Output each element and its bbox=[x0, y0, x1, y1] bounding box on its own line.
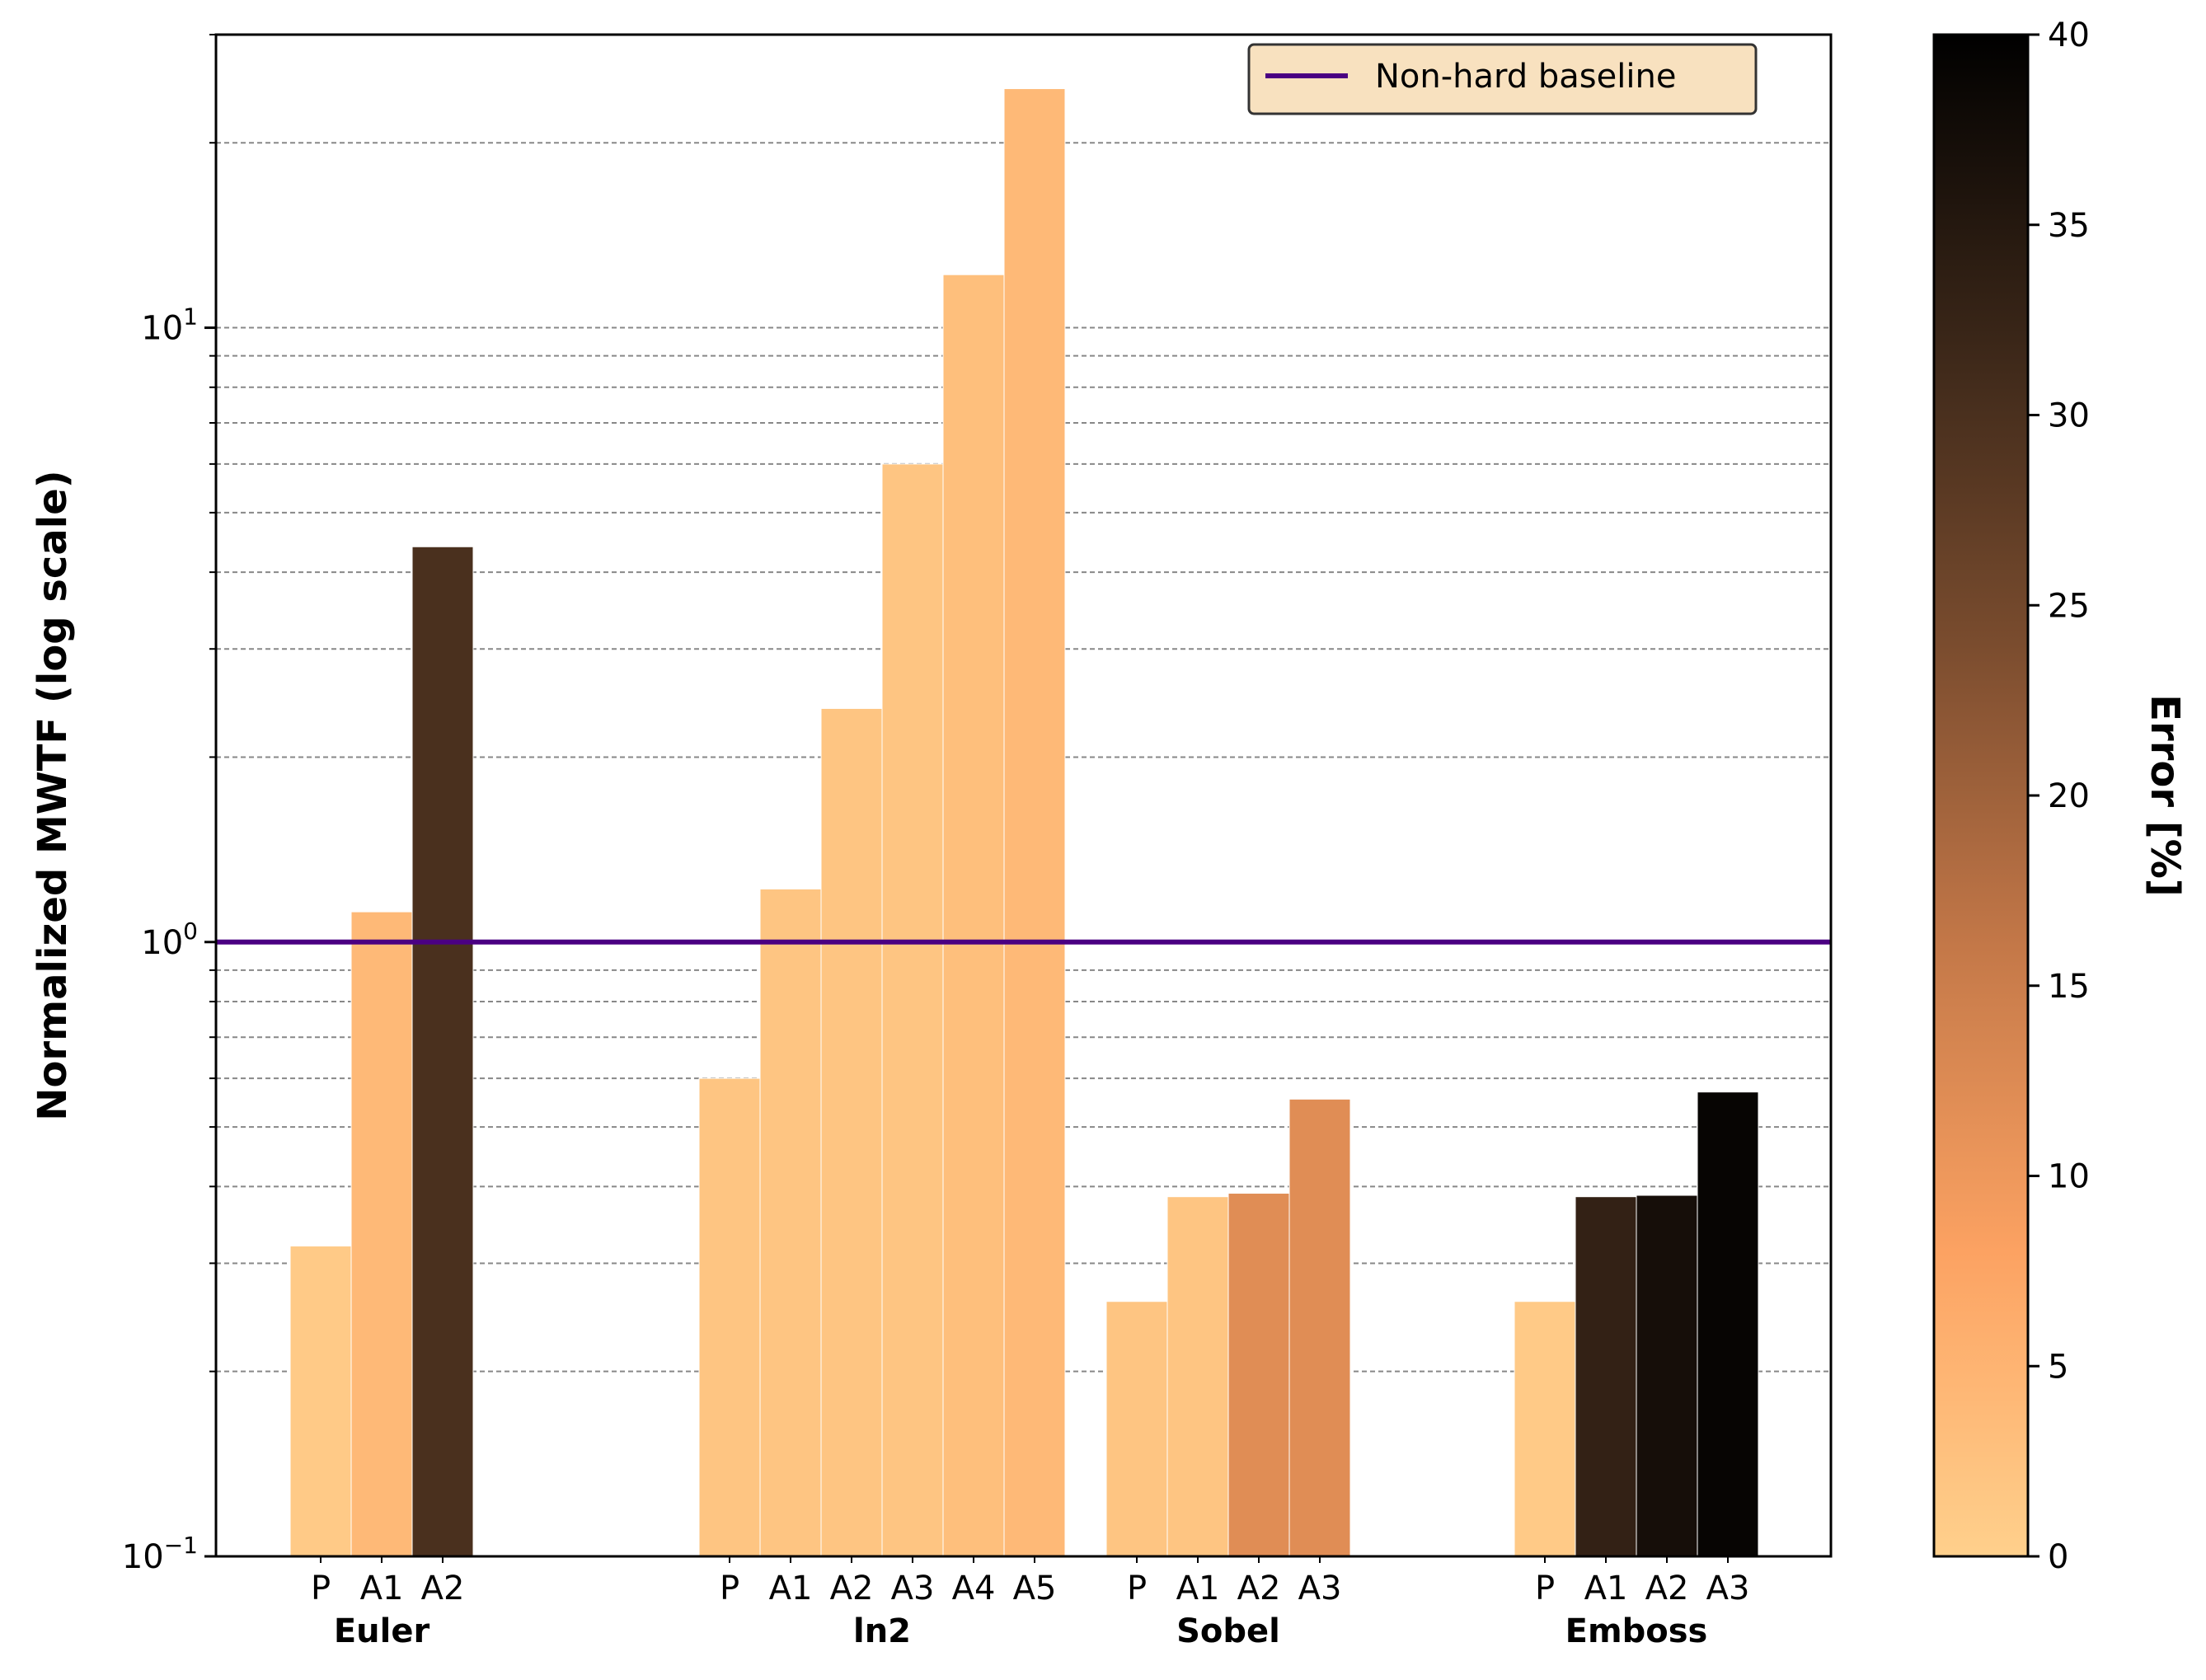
colorbar-tick-label: 40 bbox=[2048, 16, 2090, 54]
x-tick-label: A5 bbox=[1013, 1570, 1057, 1607]
x-tick-label: P bbox=[720, 1570, 739, 1607]
y-tick-label: 10−1 bbox=[122, 1532, 198, 1576]
plot-frame bbox=[214, 33, 1833, 1558]
bar-sobel-a2 bbox=[1227, 1193, 1290, 1557]
x-tick-label: P bbox=[1127, 1570, 1147, 1607]
legend: Non-hard baseline bbox=[1247, 43, 1758, 115]
legend-label: Non-hard baseline bbox=[1375, 58, 1676, 96]
y-axis-title: Normalized MWTF (log scale) bbox=[30, 470, 76, 1120]
x-tick-label: A3 bbox=[1706, 1570, 1750, 1607]
bar-emboss-a2 bbox=[1636, 1194, 1698, 1557]
colorbar-gradient bbox=[1932, 33, 2030, 1558]
y-tick-label: 101 bbox=[141, 303, 198, 348]
x-tick-label: A2 bbox=[421, 1570, 465, 1607]
colorbar-tick-label: 25 bbox=[2048, 587, 2090, 625]
x-tick-label: A3 bbox=[891, 1570, 935, 1607]
bar-emboss-p bbox=[1514, 1301, 1576, 1557]
group-label-sobel: Sobel bbox=[1176, 1612, 1280, 1650]
bar-ln2-p bbox=[698, 1077, 761, 1557]
bar-ln2-a4 bbox=[942, 274, 1005, 1557]
colorbar-tick-label: 20 bbox=[2048, 777, 2090, 815]
colorbar: 0 5 10 15 20 25 30 35 40 Error [%] bbox=[1932, 16, 2188, 1576]
x-tick-label: A1 bbox=[360, 1570, 404, 1607]
bar-euler-a2 bbox=[411, 546, 474, 1557]
group-label-euler: Euler bbox=[334, 1612, 430, 1650]
colorbar-tick-label: 15 bbox=[2048, 968, 2090, 1006]
colorbar-tick-label: 35 bbox=[2048, 207, 2090, 245]
bar-ln2-a3 bbox=[881, 463, 944, 1557]
colorbar-tick-label: 0 bbox=[2048, 1538, 2068, 1576]
x-tick-label: A1 bbox=[1584, 1570, 1628, 1607]
x-tick-label: A2 bbox=[1237, 1570, 1281, 1607]
gridlines bbox=[216, 34, 1831, 1373]
bar-ln2-a1 bbox=[759, 888, 822, 1557]
x-tick-label: A4 bbox=[952, 1570, 996, 1607]
bar-ln2-a2 bbox=[820, 707, 883, 1557]
x-tick-label: A2 bbox=[1645, 1570, 1689, 1607]
legend-box bbox=[1247, 43, 1758, 115]
colorbar-title: Error [%] bbox=[2142, 694, 2188, 896]
colorbar-tick-label: 5 bbox=[2048, 1348, 2068, 1386]
bar-emboss-a3 bbox=[1697, 1091, 1759, 1557]
group-label-ln2: ln2 bbox=[853, 1612, 911, 1650]
bar-euler-p bbox=[289, 1246, 352, 1557]
bar-sobel-a3 bbox=[1288, 1098, 1351, 1557]
bar-sobel-a1 bbox=[1166, 1196, 1229, 1557]
x-tick-label: A1 bbox=[1176, 1570, 1220, 1607]
group-label-emboss: Emboss bbox=[1565, 1612, 1708, 1650]
y-tick-label: 100 bbox=[141, 917, 198, 962]
x-tick-label: A3 bbox=[1298, 1570, 1342, 1607]
bar-ln2-a5 bbox=[1003, 88, 1066, 1557]
colorbar-tick-label: 10 bbox=[2048, 1158, 2090, 1196]
bar-emboss-a1 bbox=[1575, 1196, 1637, 1557]
bars bbox=[289, 88, 1759, 1557]
colorbar-tick-label: 30 bbox=[2048, 397, 2090, 435]
x-tick-label: P bbox=[1535, 1570, 1555, 1607]
x-tick-label: A1 bbox=[769, 1570, 813, 1607]
x-tick-label: P bbox=[311, 1570, 331, 1607]
bar-sobel-p bbox=[1105, 1301, 1168, 1557]
bar-euler-a1 bbox=[350, 911, 413, 1557]
x-tick-label: A2 bbox=[830, 1570, 874, 1607]
